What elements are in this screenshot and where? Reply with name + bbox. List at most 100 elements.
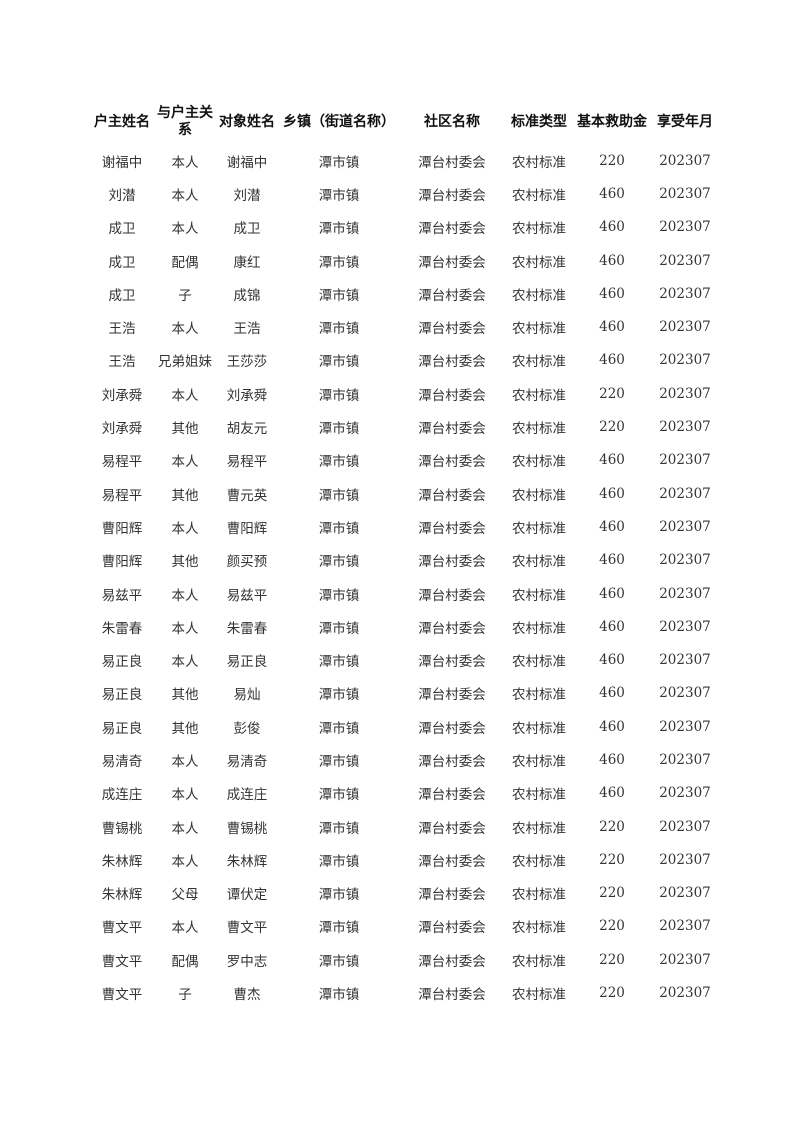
cell-township: 潭市镇 bbox=[318, 753, 360, 770]
cell-recipient: 易清奇 bbox=[226, 753, 268, 770]
cell-standard-type: 农村标准 bbox=[512, 887, 566, 904]
cell-householder: 刘承舜 bbox=[101, 421, 143, 438]
relief-table: 户主姓名 与户主关系 对象姓名 乡镇（街道名称） 社区名称 标准类型 基本救助金… bbox=[88, 100, 718, 1010]
cell-period: 202307 bbox=[659, 419, 711, 436]
cell-recipient: 易正良 bbox=[226, 654, 268, 671]
cell-amount: 220 bbox=[599, 152, 625, 169]
cell-householder: 曹阳辉 bbox=[101, 520, 143, 537]
cell-standard-type: 农村标准 bbox=[512, 620, 566, 637]
cell-community: 潭台村委会 bbox=[418, 487, 486, 504]
cell-standard-type: 农村标准 bbox=[512, 753, 566, 770]
cell-standard-type: 农村标准 bbox=[512, 787, 566, 804]
table-row: 曹阳辉 其他 颜买预 潭市镇 潭台村委会 农村标准 460 202307 bbox=[88, 544, 718, 577]
cell-relation: 兄弟姐妹 bbox=[158, 354, 212, 371]
cell-standard-type: 农村标准 bbox=[512, 354, 566, 371]
cell-householder: 刘潜 bbox=[108, 187, 136, 204]
cell-recipient: 王浩 bbox=[233, 321, 261, 338]
cell-householder: 曹文平 bbox=[101, 920, 143, 937]
cell-householder: 曹锡桃 bbox=[101, 820, 143, 837]
table-row: 刘承舜 其他 胡友元 潭市镇 潭台村委会 农村标准 220 202307 bbox=[88, 410, 718, 443]
cell-township: 潭市镇 bbox=[318, 354, 360, 371]
cell-recipient: 刘承舜 bbox=[226, 387, 268, 404]
table-row: 曹文平 配偶 罗中志 潭市镇 潭台村委会 农村标准 220 202307 bbox=[88, 943, 718, 976]
cell-recipient: 曹杰 bbox=[233, 987, 261, 1004]
table-row: 曹阳辉 本人 曹阳辉 潭市镇 潭台村委会 农村标准 460 202307 bbox=[88, 510, 718, 543]
cell-community: 潭台村委会 bbox=[418, 787, 486, 804]
cell-relation: 本人 bbox=[171, 221, 199, 238]
cell-standard-type: 农村标准 bbox=[512, 654, 566, 671]
cell-recipient: 王莎莎 bbox=[226, 354, 268, 371]
cell-standard-type: 农村标准 bbox=[512, 487, 566, 504]
cell-relation: 本人 bbox=[171, 620, 199, 637]
cell-recipient: 易程平 bbox=[226, 454, 268, 471]
header-period: 享受年月 bbox=[657, 113, 713, 130]
cell-period: 202307 bbox=[659, 352, 711, 369]
cell-period: 202307 bbox=[659, 585, 711, 602]
cell-standard-type: 农村标准 bbox=[512, 321, 566, 338]
cell-community: 潭台村委会 bbox=[418, 887, 486, 904]
cell-recipient: 曹锡桃 bbox=[226, 820, 268, 837]
cell-recipient: 谭伏定 bbox=[226, 887, 268, 904]
cell-amount: 460 bbox=[599, 452, 625, 469]
cell-amount: 460 bbox=[599, 252, 625, 269]
cell-recipient: 谢福中 bbox=[226, 154, 268, 171]
header-township: 乡镇（街道名称） bbox=[283, 113, 395, 130]
cell-standard-type: 农村标准 bbox=[512, 920, 566, 937]
cell-recipient: 易灿 bbox=[233, 687, 261, 704]
cell-period: 202307 bbox=[659, 252, 711, 269]
table-row: 曹锡桃 本人 曹锡桃 潭市镇 潭台村委会 农村标准 220 202307 bbox=[88, 810, 718, 843]
cell-township: 潭市镇 bbox=[318, 820, 360, 837]
table-row: 王浩 本人 王浩 潭市镇 潭台村委会 农村标准 460 202307 bbox=[88, 310, 718, 343]
cell-relation: 其他 bbox=[171, 487, 199, 504]
cell-standard-type: 农村标准 bbox=[512, 187, 566, 204]
cell-recipient: 成锦 bbox=[233, 287, 261, 304]
cell-period: 202307 bbox=[659, 751, 711, 768]
cell-period: 202307 bbox=[659, 785, 711, 802]
cell-period: 202307 bbox=[659, 652, 711, 669]
cell-amount: 460 bbox=[599, 785, 625, 802]
cell-township: 潭市镇 bbox=[318, 221, 360, 238]
cell-relation: 其他 bbox=[171, 421, 199, 438]
cell-relation: 本人 bbox=[171, 820, 199, 837]
table-row: 朱雷春 本人 朱雷春 潭市镇 潭台村委会 农村标准 460 202307 bbox=[88, 610, 718, 643]
header-amount: 基本救助金 bbox=[577, 113, 647, 130]
cell-recipient: 朱林辉 bbox=[226, 853, 268, 870]
header-householder: 户主姓名 bbox=[94, 113, 150, 130]
header-relation: 与户主关系 bbox=[157, 105, 213, 138]
cell-householder: 易正良 bbox=[101, 654, 143, 671]
cell-recipient: 胡友元 bbox=[226, 421, 268, 438]
cell-period: 202307 bbox=[659, 152, 711, 169]
cell-period: 202307 bbox=[659, 685, 711, 702]
cell-relation: 子 bbox=[178, 287, 192, 304]
cell-community: 潭台村委会 bbox=[418, 953, 486, 970]
cell-recipient: 成连庄 bbox=[226, 787, 268, 804]
cell-township: 潭市镇 bbox=[318, 620, 360, 637]
cell-householder: 刘承舜 bbox=[101, 387, 143, 404]
cell-period: 202307 bbox=[659, 219, 711, 236]
cell-community: 潭台村委会 bbox=[418, 987, 486, 1004]
table-row: 曹文平 子 曹杰 潭市镇 潭台村委会 农村标准 220 202307 bbox=[88, 976, 718, 1009]
cell-amount: 220 bbox=[599, 985, 625, 1002]
cell-community: 潭台村委会 bbox=[418, 620, 486, 637]
cell-amount: 460 bbox=[599, 219, 625, 236]
cell-householder: 易程平 bbox=[101, 487, 143, 504]
cell-period: 202307 bbox=[659, 452, 711, 469]
cell-relation: 配偶 bbox=[171, 254, 199, 271]
cell-township: 潭市镇 bbox=[318, 520, 360, 537]
table-row: 刘承舜 本人 刘承舜 潭市镇 潭台村委会 农村标准 220 202307 bbox=[88, 377, 718, 410]
cell-standard-type: 农村标准 bbox=[512, 454, 566, 471]
cell-community: 潭台村委会 bbox=[418, 421, 486, 438]
cell-period: 202307 bbox=[659, 885, 711, 902]
cell-relation: 本人 bbox=[171, 587, 199, 604]
cell-township: 潭市镇 bbox=[318, 787, 360, 804]
cell-amount: 460 bbox=[599, 518, 625, 535]
cell-standard-type: 农村标准 bbox=[512, 853, 566, 870]
cell-householder: 易正良 bbox=[101, 720, 143, 737]
cell-householder: 曹文平 bbox=[101, 953, 143, 970]
cell-relation: 本人 bbox=[171, 187, 199, 204]
cell-relation: 本人 bbox=[171, 454, 199, 471]
cell-recipient: 成卫 bbox=[233, 221, 261, 238]
cell-amount: 460 bbox=[599, 718, 625, 735]
table-row: 易正良 其他 彭俊 潭市镇 潭台村委会 农村标准 460 202307 bbox=[88, 710, 718, 743]
cell-community: 潭台村委会 bbox=[418, 154, 486, 171]
